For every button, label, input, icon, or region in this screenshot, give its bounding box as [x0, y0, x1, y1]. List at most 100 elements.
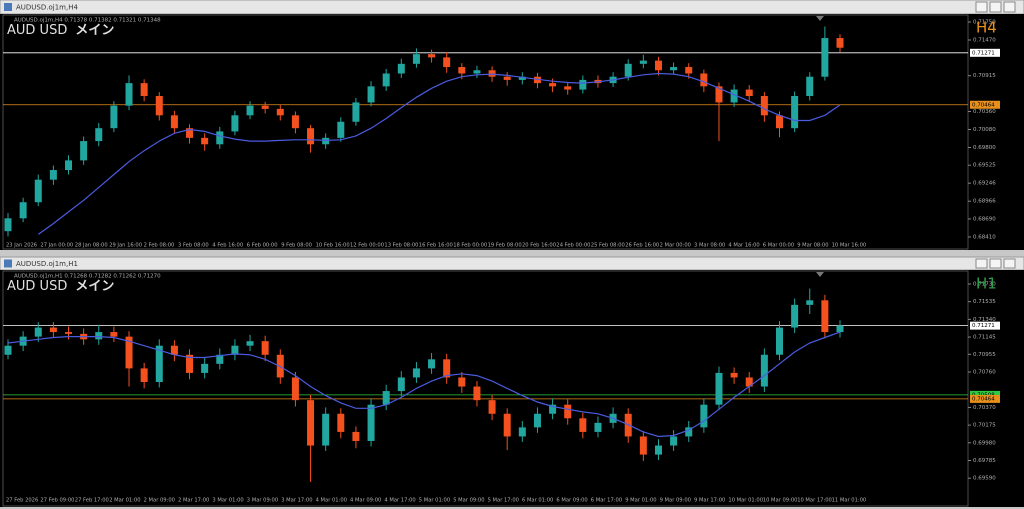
maximize-button[interactable]	[989, 1, 1002, 13]
candle-body	[700, 404, 708, 428]
price-label: 0.69246	[973, 181, 996, 187]
time-label: 2 Mar 09:00	[144, 498, 175, 504]
time-label: 6 Mar 00:00	[763, 243, 794, 249]
candle-body	[155, 345, 163, 382]
time-label: 27 Feb 17:00	[75, 498, 109, 504]
time-label: 3 Mar 01:00	[212, 498, 243, 504]
candle-body	[715, 86, 723, 103]
candle-body	[110, 105, 118, 129]
candle-body	[367, 404, 375, 441]
maximize-button[interactable]	[989, 258, 1002, 269]
candle-body	[201, 137, 209, 145]
time-label: 20 Feb 16:00	[522, 243, 556, 249]
time-label: 6 Feb 00:00	[247, 243, 278, 249]
candle-body	[170, 115, 178, 129]
candle-body	[246, 105, 254, 116]
chart-mode: メイン	[75, 23, 114, 38]
price-label: 0.70360	[973, 109, 996, 115]
timeframe: H4	[976, 19, 997, 37]
title-bar[interactable]	[0, 0, 1024, 15]
time-label: 10 Mar 09:00	[763, 498, 798, 504]
candle-body	[216, 131, 224, 145]
price-label: 0.71730	[973, 281, 996, 287]
minimize-button[interactable]	[975, 258, 988, 269]
chart-area[interactable]	[0, 270, 1024, 507]
candle-body	[775, 327, 783, 355]
candle-body	[428, 359, 436, 369]
chart-info: AUDUSD.oj1m,H4 0.71378 0.71382 0.71321 0…	[14, 18, 161, 24]
close-button[interactable]	[1003, 258, 1016, 269]
candle-body	[95, 332, 103, 340]
time-label: 9 Mar 08:00	[797, 243, 828, 249]
candle-body	[639, 436, 647, 455]
window-icon	[4, 3, 12, 11]
candle-body	[140, 83, 148, 97]
candle-body	[352, 102, 360, 122]
time-label: 11 Mar 01:00	[832, 498, 867, 504]
candle-body	[836, 325, 844, 333]
time-label: 3 Feb 08:00	[178, 243, 209, 249]
price-label: 0.68690	[973, 216, 996, 222]
candle-body	[791, 96, 799, 129]
candle-body	[821, 300, 829, 333]
time-label: 10 Mar 17:00	[797, 498, 832, 504]
candle-body	[95, 128, 103, 142]
candle-body	[594, 422, 602, 432]
candle-body	[503, 76, 511, 80]
candle-body	[367, 86, 375, 103]
price-label: 0.68410	[973, 234, 996, 240]
title-bar[interactable]	[0, 256, 1024, 271]
time-label: 28 Jan 08:00	[75, 243, 108, 249]
window-icon	[4, 259, 12, 268]
candle-body	[140, 368, 148, 382]
plot-frame	[2, 270, 969, 507]
candle-body	[382, 391, 390, 405]
candle-body	[579, 79, 587, 90]
time-label: 3 Mar 17:00	[281, 498, 312, 504]
candle-body	[246, 341, 254, 346]
time-label: 2 Mar 01:00	[109, 498, 140, 504]
time-label: 9 Mar 17:00	[694, 498, 725, 504]
candle-body	[397, 63, 405, 74]
candle-body	[261, 341, 269, 355]
level-label: 0.71271	[972, 50, 995, 56]
minimize-button[interactable]	[975, 1, 988, 13]
candle-body	[307, 400, 315, 446]
timeframe: H1	[976, 275, 997, 293]
time-label: 9 Mar 01:00	[625, 498, 656, 504]
candle-body	[170, 345, 178, 355]
chart-mode: メイン	[75, 279, 114, 294]
candle-body	[201, 363, 209, 373]
chart-area[interactable]	[0, 14, 1024, 250]
candle-body	[564, 86, 572, 90]
time-label: 2 Mar 17:00	[178, 498, 209, 504]
time-label: 29 Jan 16:00	[109, 243, 142, 249]
price-label: 0.69800	[973, 145, 996, 151]
candle-body	[428, 54, 436, 58]
candle-body	[382, 73, 390, 87]
price-label: 0.71750	[973, 19, 996, 25]
candle-body	[624, 63, 632, 77]
price-label: 0.70080	[973, 127, 996, 133]
level-label: 0.70464	[972, 102, 995, 108]
candle-body	[670, 436, 678, 446]
chart-info: AUDUSD.oj1m,H1 0.71268 0.71282 0.71262 0…	[14, 274, 161, 280]
price-label: 0.71470	[973, 38, 996, 44]
close-button[interactable]	[1003, 1, 1016, 13]
time-label: 4 Mar 16:00	[728, 243, 759, 249]
symbol-label: AUD USD メイン	[7, 23, 114, 38]
candle-body	[216, 354, 224, 364]
candle-body	[352, 431, 360, 441]
time-label: 5 Mar 09:00	[453, 498, 484, 504]
time-label: 10 Feb 16:00	[316, 243, 350, 249]
candle-body	[791, 304, 799, 328]
candle-body	[639, 60, 647, 64]
candle-body	[65, 332, 73, 334]
candle-body	[730, 89, 738, 103]
plot-frame	[2, 14, 969, 250]
window-title: AUDUSD.oj1m,H4	[16, 4, 78, 12]
candle-body	[322, 413, 330, 446]
candle-body	[775, 115, 783, 129]
candle-body	[806, 76, 814, 97]
symbol: AUD USD	[7, 279, 67, 294]
